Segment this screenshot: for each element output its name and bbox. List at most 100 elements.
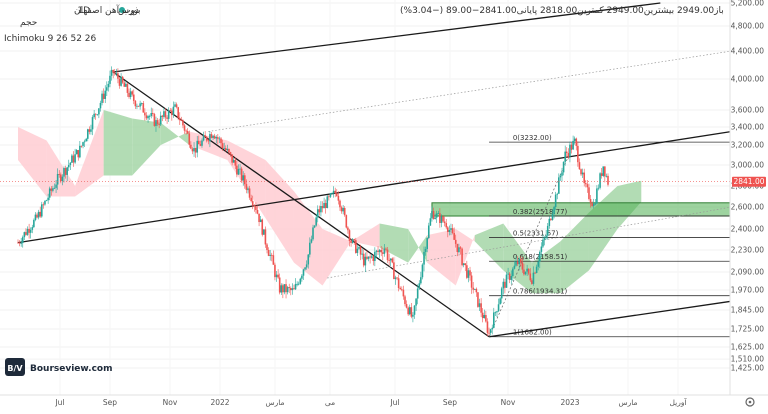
candle-body [258, 213, 260, 223]
candle-body [404, 296, 406, 305]
candle-body [597, 187, 600, 189]
candle-body [556, 193, 559, 195]
candle-body [221, 143, 224, 149]
candle-body [527, 268, 530, 274]
cloud-segment [75, 110, 104, 197]
candle-body [515, 261, 517, 266]
candle-body [551, 213, 554, 220]
x-tick-label: Sep [103, 398, 117, 407]
candle-body [421, 264, 424, 278]
candle-body [450, 228, 452, 230]
candle-body [297, 283, 300, 285]
candle-body [386, 249, 389, 261]
y-tick-label: 2,230.00 [731, 246, 765, 255]
y-axis-ticks: 1,425.001,510.00 1,625.00 1,725.00 1,845.00… [731, 0, 765, 373]
candle-body [516, 261, 519, 265]
gear-icon[interactable] [745, 397, 755, 407]
candle-body [350, 240, 352, 243]
cloud-segment [265, 160, 294, 263]
candle-body [366, 256, 368, 259]
candle-body [531, 280, 533, 284]
candle-body [270, 254, 273, 256]
candle-body [394, 277, 397, 280]
candle-body [94, 113, 97, 115]
candle-body [158, 124, 160, 125]
candle-body [194, 147, 197, 153]
x-tick-label: Jul [54, 398, 64, 407]
y-tick-label: 4,400.00 [731, 47, 765, 56]
candle-body [437, 213, 440, 215]
candle-body [418, 283, 421, 289]
fib-level-label: 0.786(1934.31) [513, 288, 568, 296]
symbol-name[interactable]: ذوب آهن اصفهان [74, 4, 139, 16]
candle-body [342, 207, 344, 212]
candle-body [55, 184, 57, 188]
candle-body [31, 227, 34, 230]
indicator-label[interactable]: Ichimoku 9 26 52 26 [4, 34, 97, 44]
candle-body [132, 94, 135, 101]
last-price-label: 2841.00 [733, 177, 764, 186]
candle-body [109, 75, 111, 84]
candle-body [193, 147, 195, 152]
candle-body [215, 137, 218, 139]
y-tick-label: 2,090.00 [731, 268, 765, 277]
y-tick-label: 3,600.00 [731, 106, 765, 115]
candle-body [324, 202, 327, 209]
candle-body [399, 288, 402, 290]
candles [17, 66, 609, 337]
candle-body [356, 248, 359, 253]
candle-body [232, 160, 235, 163]
candle-body [426, 238, 428, 249]
candle-body [596, 188, 598, 204]
interval-label[interactable]: 1D [77, 6, 90, 16]
candle-body [370, 256, 373, 258]
candle-body [570, 144, 573, 150]
candle-body [283, 284, 286, 293]
cloud-segment [408, 229, 428, 263]
y-tick-label: 3,400.00 [731, 123, 765, 132]
cloud-segment [322, 229, 352, 286]
candle-body [185, 130, 187, 132]
candle-body [261, 219, 264, 235]
cloud-segment [293, 191, 323, 286]
candle-body [312, 227, 314, 240]
candle-body [202, 135, 205, 141]
candle-body [34, 214, 37, 220]
candle-body [374, 251, 376, 261]
x-tick-label: Sep [443, 398, 457, 407]
candle-body [137, 105, 140, 107]
candle-body [196, 140, 199, 153]
candle-body [445, 223, 448, 228]
candle-body [131, 91, 133, 95]
candle-body [207, 140, 210, 142]
candle-body [263, 229, 265, 235]
candle-body [575, 138, 578, 146]
candle-body [496, 311, 498, 313]
candle-body [191, 148, 194, 152]
grid [0, 2, 730, 369]
candle-body [88, 129, 91, 132]
cloud-segment [474, 223, 504, 271]
candle-body [74, 154, 76, 163]
cloud-segment [455, 229, 475, 286]
x-tick-label: Jul [389, 398, 399, 407]
x-tick-label: می [325, 398, 335, 407]
candle-body [239, 168, 241, 170]
candle-body [305, 264, 308, 268]
candle-body [459, 247, 462, 249]
candle-body [383, 248, 386, 254]
candle-body [567, 153, 570, 157]
candle-body [44, 200, 46, 205]
candle-body [396, 277, 398, 279]
candle-body [378, 249, 381, 253]
trendline-lower-channel [488, 300, 731, 338]
candle-body [475, 288, 478, 293]
y-tick-label: 1,725.00 [731, 325, 765, 334]
cloud-segment [103, 110, 133, 176]
candle-body [159, 115, 162, 125]
candle-body [569, 144, 571, 157]
candle-body [226, 148, 229, 151]
y-tick-label: 3,000.00 [731, 161, 765, 170]
